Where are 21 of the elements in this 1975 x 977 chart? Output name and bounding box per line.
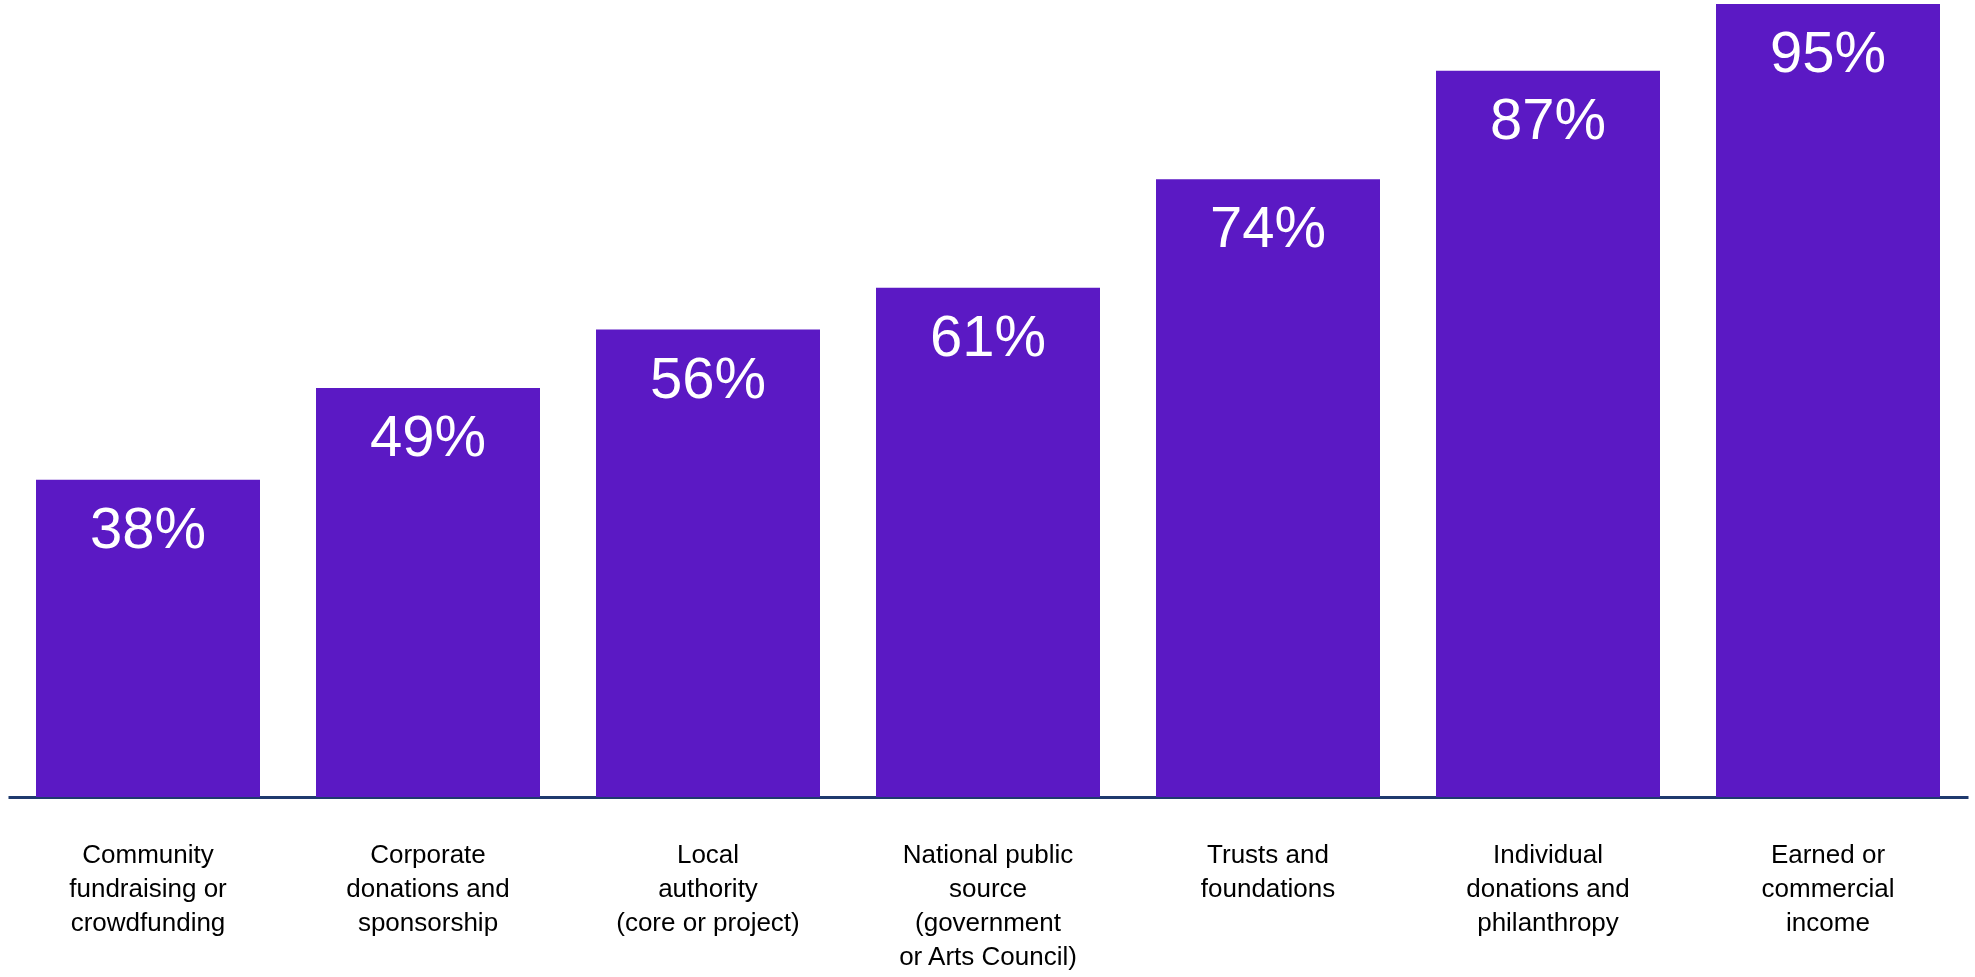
bar	[596, 329, 820, 797]
data-label: 61%	[929, 302, 1047, 368]
bar	[316, 387, 540, 797]
x-tick-label: Corporate donations and sponsorship	[346, 839, 510, 937]
bar	[876, 287, 1100, 797]
bar	[1716, 4, 1940, 797]
x-tick-label: Trusts and foundations	[1200, 839, 1336, 903]
data-label: 95%	[1769, 19, 1887, 84]
x-tick-label: Community fundraising or crowdfunding	[69, 839, 228, 937]
x-tick-label: Earned or commercial income	[1761, 839, 1895, 937]
data-label: 49%	[369, 402, 487, 468]
x-tick-label: Individual donations and philanthropy	[1466, 839, 1630, 937]
x-tick-label: National public source (government or Arts Council)	[899, 839, 1077, 971]
bar	[1156, 179, 1380, 797]
data-label: 56%	[649, 344, 767, 410]
x-tick-label: Local authority (core or project)	[616, 839, 800, 937]
bar	[36, 479, 260, 797]
data-label: 74%	[1209, 194, 1327, 260]
data-label: 87%	[1489, 85, 1607, 151]
bar	[1436, 70, 1660, 797]
data-label: 38%	[89, 494, 207, 560]
